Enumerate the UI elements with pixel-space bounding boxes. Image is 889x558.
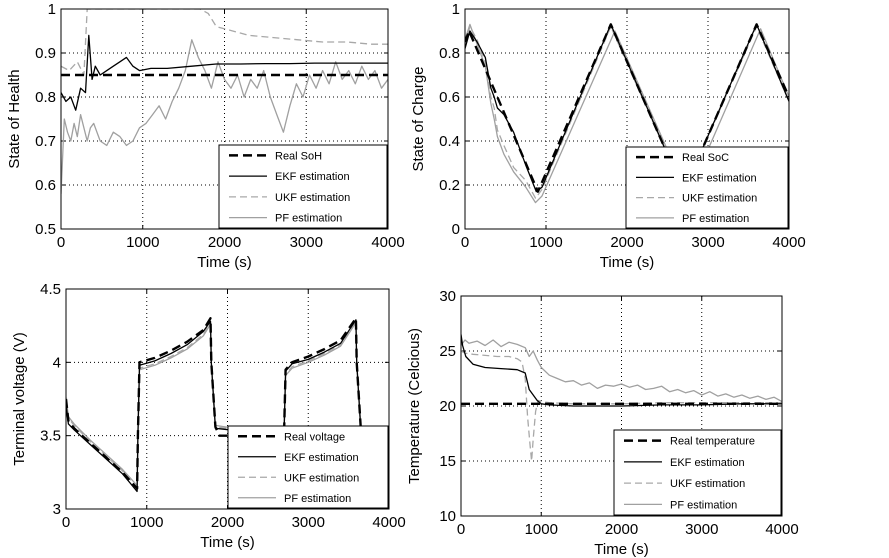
legend-label: Real SoH bbox=[275, 150, 322, 162]
series-line-pf-estimation bbox=[461, 339, 782, 403]
legend: Real voltage EKF estimation UKF estimation… bbox=[227, 425, 389, 509]
x-tick-label: 1000 bbox=[130, 514, 163, 531]
y-tick-label: 3 bbox=[53, 501, 61, 518]
legend-label: EKF estimation bbox=[284, 452, 359, 464]
legend: Real SoC EKF estimation UKF estimation PF e… bbox=[625, 146, 789, 229]
legend-label: PF estimation bbox=[670, 499, 737, 511]
y-tick-label: 10 bbox=[439, 508, 456, 525]
y-axis-label: Temperature (Celcious) bbox=[406, 328, 423, 484]
y-tick-label: 1 bbox=[452, 1, 460, 18]
y-tick-label: 0.6 bbox=[439, 89, 460, 106]
legend-label: UKF estimation bbox=[670, 478, 745, 490]
x-tick-label: 2000 bbox=[610, 234, 643, 251]
series-line-pf-estimation bbox=[61, 39, 388, 194]
y-tick-label: 0.6 bbox=[35, 177, 56, 194]
chart-panel-4: 0 1000 2000 3000 4000 10 15 20 25 30 Time (s) Tempe… bbox=[406, 288, 799, 558]
y-tick-label: 0.4 bbox=[439, 133, 460, 150]
x-tick-label: 4000 bbox=[772, 234, 805, 251]
y-axis-label: Terminal voltage (V) bbox=[11, 332, 28, 465]
series-line-real-voltage bbox=[66, 317, 366, 490]
y-tick-label: 1 bbox=[48, 1, 56, 18]
y-tick-label: 25 bbox=[439, 343, 456, 360]
axes-frame bbox=[60, 8, 389, 230]
axes-frame bbox=[460, 295, 783, 517]
x-axis-label: Time (s) bbox=[200, 534, 254, 551]
legend-label: Real voltage bbox=[284, 431, 345, 443]
legend-box bbox=[625, 146, 789, 229]
x-tick-label: 2000 bbox=[605, 521, 638, 538]
legend-box bbox=[613, 429, 782, 516]
legend-label: UKF estimation bbox=[275, 192, 350, 204]
legend: Real temperature EKF estimation UKF estima… bbox=[613, 429, 782, 516]
legend-label: EKF estimation bbox=[670, 457, 745, 469]
series-line-real-soc bbox=[465, 23, 789, 193]
legend-box bbox=[227, 425, 389, 509]
y-axis-label: State of Charge bbox=[410, 66, 427, 171]
x-tick-label: 1000 bbox=[529, 234, 562, 251]
axes-frame bbox=[464, 8, 790, 230]
x-tick-label: 2000 bbox=[211, 514, 244, 531]
legend-label: EKF estimation bbox=[682, 172, 757, 184]
series-line-pf-estimation bbox=[66, 322, 362, 487]
y-tick-label: 0 bbox=[452, 221, 460, 238]
x-tick-label: 0 bbox=[457, 521, 465, 538]
legend-label: Real SoC bbox=[682, 152, 729, 164]
legend-label: PF estimation bbox=[284, 493, 351, 505]
x-tick-label: 4000 bbox=[371, 234, 404, 251]
y-tick-label: 3.5 bbox=[40, 428, 61, 445]
legend-label: UKF estimation bbox=[284, 472, 359, 484]
series-line-ekf-estimation bbox=[61, 34, 388, 111]
y-tick-label: 0.8 bbox=[439, 45, 460, 62]
series-line-pf-estimation bbox=[465, 23, 789, 204]
legend-label: PF estimation bbox=[275, 213, 342, 225]
y-tick-label: 0.2 bbox=[439, 177, 460, 194]
legend-box bbox=[218, 144, 388, 229]
y-tick-label: 20 bbox=[439, 398, 456, 415]
x-tick-label: 3000 bbox=[290, 234, 323, 251]
series-line-ukf-estimation bbox=[61, 9, 388, 76]
x-tick-label: 3000 bbox=[691, 234, 724, 251]
x-tick-label: 1000 bbox=[126, 234, 159, 251]
y-tick-label: 15 bbox=[439, 453, 456, 470]
x-tick-label: 3000 bbox=[292, 514, 325, 531]
legend-label: Real temperature bbox=[670, 436, 755, 448]
x-tick-label: 0 bbox=[62, 514, 70, 531]
x-tick-label: 0 bbox=[57, 234, 65, 251]
y-tick-label: 0.8 bbox=[35, 89, 56, 106]
legend-label: EKF estimation bbox=[275, 171, 350, 183]
x-axis-label: Time (s) bbox=[600, 254, 654, 271]
chart-panel-3: 0 1000 2000 3000 4000 3 3.5 4 4.5 Time (s) Termina… bbox=[11, 281, 406, 551]
y-axis-label: State of Health bbox=[6, 69, 23, 168]
chart-panel-2: 0 1000 2000 3000 4000 0 0.2 0.4 0.6 0.8 1 Time (s) S… bbox=[410, 1, 806, 271]
x-tick-label: 4000 bbox=[765, 521, 798, 538]
x-tick-label: 1000 bbox=[525, 521, 558, 538]
y-tick-label: 30 bbox=[439, 288, 456, 305]
y-tick-label: 4 bbox=[53, 354, 61, 371]
y-tick-label: 0.7 bbox=[35, 133, 56, 150]
y-tick-label: 0.9 bbox=[35, 45, 56, 62]
chart-panel-1: 0 1000 2000 3000 4000 0.5 0.6 0.7 0.8 0.9 1 Time (s… bbox=[6, 1, 405, 271]
x-tick-label: 3000 bbox=[685, 521, 718, 538]
legend-label: UKF estimation bbox=[682, 193, 757, 205]
x-axis-label: Time (s) bbox=[594, 541, 648, 558]
x-tick-label: 0 bbox=[461, 234, 469, 251]
y-tick-label: 0.5 bbox=[35, 221, 56, 238]
legend-label: PF estimation bbox=[682, 213, 749, 225]
y-tick-label: 4.5 bbox=[40, 281, 61, 298]
legend: Real SoH EKF estimation UKF estimation PF e… bbox=[218, 144, 388, 229]
x-tick-label: 4000 bbox=[372, 514, 405, 531]
axes-frame bbox=[65, 288, 390, 510]
x-axis-label: Time (s) bbox=[197, 254, 251, 271]
x-tick-label: 2000 bbox=[208, 234, 241, 251]
